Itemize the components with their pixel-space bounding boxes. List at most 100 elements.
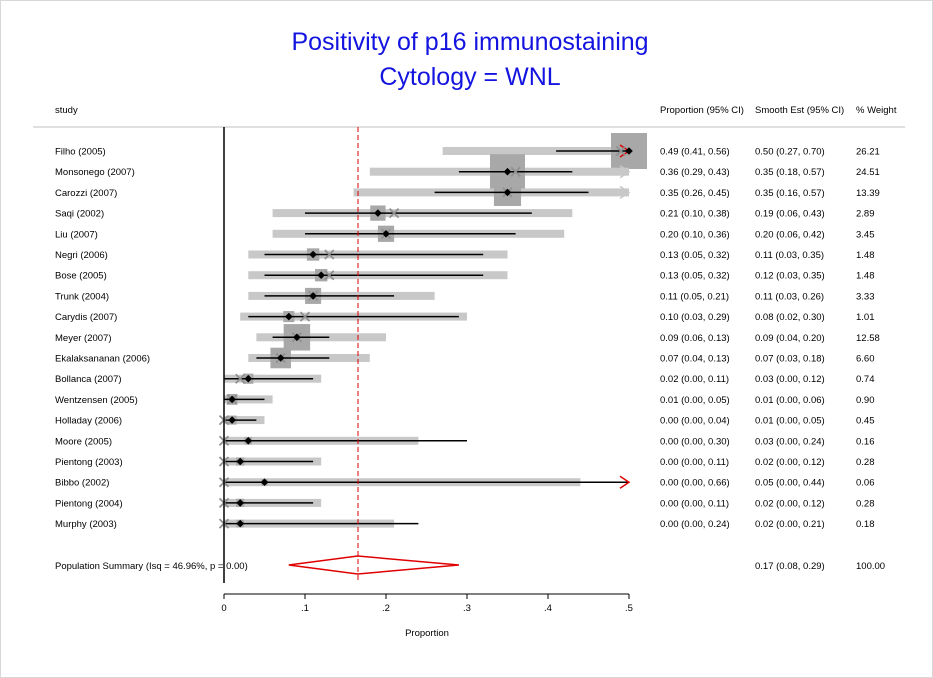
proportion-ci-text: 0.11 (0.05, 0.21) <box>660 291 729 302</box>
weight-text: 2.89 <box>856 209 875 220</box>
estimate-diamond <box>260 478 269 486</box>
x-axis-ticks: 0 .1 .2 .3 .4 .5 <box>221 594 633 614</box>
proportion-ci-text: 0.13 (0.05, 0.32) <box>660 250 730 261</box>
smooth-estimate-text: 0.03 (0.00, 0.24) <box>755 436 825 447</box>
x-tick-label: .3 <box>463 603 471 614</box>
smooth-estimate-text: 0.03 (0.00, 0.12) <box>755 374 825 385</box>
study-row: Filho (2005) 0.49 (0.41, 0.56) 0.50 (0.27,… <box>55 133 880 169</box>
summary-weight: 100.00 <box>856 561 885 572</box>
weight-text: 3.45 <box>856 229 875 240</box>
estimate-diamond <box>236 499 244 507</box>
column-header-smooth: Smooth Est (95% CI) <box>755 105 844 116</box>
study-rows: Filho (2005) 0.49 (0.41, 0.56) 0.50 (0.27,… <box>55 133 880 530</box>
weight-text: 0.06 <box>856 478 875 489</box>
study-row: Carydis (2007) 0.10 (0.03, 0.29) 0.08 (0.0… <box>55 311 875 323</box>
proportion-ci-text: 0.01 (0.00, 0.05) <box>660 395 730 406</box>
smooth-estimate-text: 0.02 (0.00, 0.21) <box>755 519 825 530</box>
smooth-estimate-text: 0.07 (0.03, 0.18) <box>755 354 825 365</box>
study-row: Bollanca (2007) 0.02 (0.00, 0.11) 0.03 (0.… <box>55 373 875 385</box>
proportion-ci-text: 0.00 (0.00, 0.11) <box>660 498 729 509</box>
x-tick-label: .2 <box>382 603 390 614</box>
study-label: Wentzensen (2005) <box>55 395 138 406</box>
study-row: Negri (2006) 0.13 (0.05, 0.32) 0.11 (0.03,… <box>55 248 875 261</box>
proportion-ci-text: 0.00 (0.00, 0.11) <box>660 457 729 468</box>
estimate-cross <box>388 207 400 219</box>
study-label: Saqi (2002) <box>55 209 104 220</box>
estimate-diamond <box>244 374 253 383</box>
weight-text: 13.39 <box>856 188 880 199</box>
study-label: Holladay (2006) <box>55 416 122 427</box>
smooth-estimate-text: 0.08 (0.02, 0.30) <box>755 312 825 323</box>
summary-label: Population Summary (Isq = 46.96%, p = 0.… <box>55 561 248 572</box>
study-label: Bose (2005) <box>55 271 107 282</box>
estimate-diamond <box>503 188 512 197</box>
proportion-ci-text: 0.00 (0.00, 0.30) <box>660 436 730 447</box>
estimate-diamond <box>317 271 325 279</box>
study-label: Meyer (2007) <box>55 333 112 344</box>
study-label: Monsonego (2007) <box>55 167 135 178</box>
study-row: Bose (2005) 0.13 (0.05, 0.32) 0.12 (0.03, … <box>55 269 875 282</box>
column-header-weight: % Weight <box>856 105 897 116</box>
study-label: Pientong (2003) <box>55 457 123 468</box>
estimate-cross <box>324 249 335 260</box>
proportion-ci-text: 0.20 (0.10, 0.36) <box>660 229 730 240</box>
study-label: Trunk (2004) <box>55 291 109 302</box>
weight-text: 0.45 <box>856 416 875 427</box>
study-label: Ekalaksananan (2006) <box>55 354 150 365</box>
ci-arrow <box>619 475 631 489</box>
weight-text: 26.21 <box>856 147 880 158</box>
weight-text: 0.16 <box>856 436 875 447</box>
proportion-ci-text: 0.49 (0.41, 0.56) <box>660 147 730 158</box>
chart-title: Positivity of p16 immunostaining <box>291 28 648 56</box>
weight-text: 0.18 <box>856 519 875 530</box>
estimate-diamond <box>309 292 317 300</box>
estimate-diamond <box>244 437 253 445</box>
study-label: Pientong (2004) <box>55 498 123 509</box>
column-header-proportion: Proportion (95% CI) <box>660 105 744 116</box>
weight-text: 3.33 <box>856 291 875 302</box>
weight-text: 6.60 <box>856 354 875 365</box>
study-label: Moore (2005) <box>55 436 112 447</box>
x-tick-label: .4 <box>544 603 552 614</box>
study-label: Bollanca (2007) <box>55 374 122 385</box>
proportion-ci-text: 0.10 (0.03, 0.29) <box>660 312 730 323</box>
x-tick-label: 0 <box>221 603 226 614</box>
summary-diamond <box>288 555 459 575</box>
study-row: Murphy (2003) 0.00 (0.00, 0.24) 0.02 (0.00… <box>55 518 875 530</box>
estimate-diamond <box>236 457 244 466</box>
weight-text: 0.74 <box>856 374 875 385</box>
estimate-diamond <box>285 312 293 321</box>
proportion-ci-text: 0.00 (0.00, 0.04) <box>660 416 730 427</box>
study-row: Liu (2007) 0.20 (0.10, 0.36) 0.20 (0.06, 0… <box>55 225 875 242</box>
smooth-ci-arrow <box>619 165 631 179</box>
study-label: Liu (2007) <box>55 229 98 240</box>
smooth-estimate-text: 0.19 (0.06, 0.43) <box>755 209 825 220</box>
smooth-estimate-text: 0.11 (0.03, 0.35) <box>755 250 824 261</box>
smooth-estimate-text: 0.01 (0.00, 0.06) <box>755 395 825 406</box>
estimate-cross <box>510 166 521 177</box>
estimate-diamond <box>236 519 244 528</box>
estimate-cross <box>324 270 335 281</box>
smooth-estimate-text: 0.02 (0.00, 0.12) <box>755 498 825 509</box>
study-row: Pientong (2003) 0.00 (0.00, 0.11) 0.02 (0.… <box>55 456 875 468</box>
smooth-estimate-text: 0.05 (0.00, 0.44) <box>755 478 825 489</box>
proportion-ci-text: 0.00 (0.00, 0.66) <box>660 478 730 489</box>
x-axis: 0 .1 .2 .3 .4 .5 Proportion <box>221 593 633 639</box>
estimate-cross <box>299 311 311 322</box>
proportion-ci-text: 0.36 (0.29, 0.43) <box>660 167 730 178</box>
estimate-cross <box>235 373 246 384</box>
study-row: Wentzensen (2005) 0.01 (0.00, 0.05) 0.01 (… <box>55 394 875 406</box>
study-row: Holladay (2006) 0.00 (0.00, 0.04) 0.01 (0.… <box>55 414 875 427</box>
weight-text: 24.51 <box>856 167 880 178</box>
proportion-ci-text: 0.21 (0.10, 0.38) <box>660 209 730 220</box>
estimate-diamond <box>228 416 236 424</box>
proportion-ci-text: 0.13 (0.05, 0.32) <box>660 271 730 282</box>
smooth-estimate-text: 0.09 (0.04, 0.20) <box>755 333 825 344</box>
study-row: Pientong (2004) 0.00 (0.00, 0.11) 0.02 (0.… <box>55 497 875 509</box>
proportion-ci-text: 0.35 (0.26, 0.45) <box>660 188 730 199</box>
smooth-estimate-text: 0.50 (0.27, 0.70) <box>755 147 825 158</box>
proportion-ci-text: 0.00 (0.00, 0.24) <box>660 519 730 530</box>
population-summary: Population Summary (Isq = 46.96%, p = 0.… <box>55 555 885 575</box>
study-label: Murphy (2003) <box>55 519 117 530</box>
